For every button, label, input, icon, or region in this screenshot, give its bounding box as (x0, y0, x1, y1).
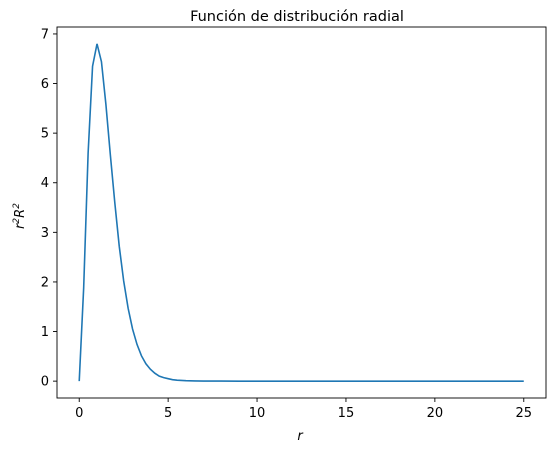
chart-title: Función de distribución radial (190, 9, 404, 25)
x-axis-label: r (297, 429, 304, 444)
y-tick-label: 4 (41, 176, 49, 191)
y-tick-label: 7 (41, 27, 49, 42)
x-tick-label: 20 (427, 406, 444, 421)
x-tick-label: 0 (75, 406, 83, 421)
x-tick-label: 25 (515, 406, 532, 421)
y-tick-label: 6 (41, 77, 49, 92)
y-tick-label: 3 (41, 226, 49, 241)
x-tick-label: 15 (338, 406, 355, 421)
y-tick-label: 2 (41, 275, 49, 290)
y-tick-label: 5 (41, 127, 49, 142)
x-tick-label: 5 (164, 406, 172, 421)
series-line (78, 43, 524, 382)
y-tick-label: 0 (41, 375, 49, 390)
y-tick-label: 1 (41, 325, 49, 340)
plot-area-frame (56, 26, 547, 399)
x-tick-label: 10 (249, 406, 266, 421)
x-axis-ticks: 0 5 10 15 20 25 (75, 398, 532, 421)
y-axis-ticks: 0 1 2 3 4 5 6 7 (41, 27, 57, 390)
y-axis-label: r2R2 (12, 203, 28, 229)
